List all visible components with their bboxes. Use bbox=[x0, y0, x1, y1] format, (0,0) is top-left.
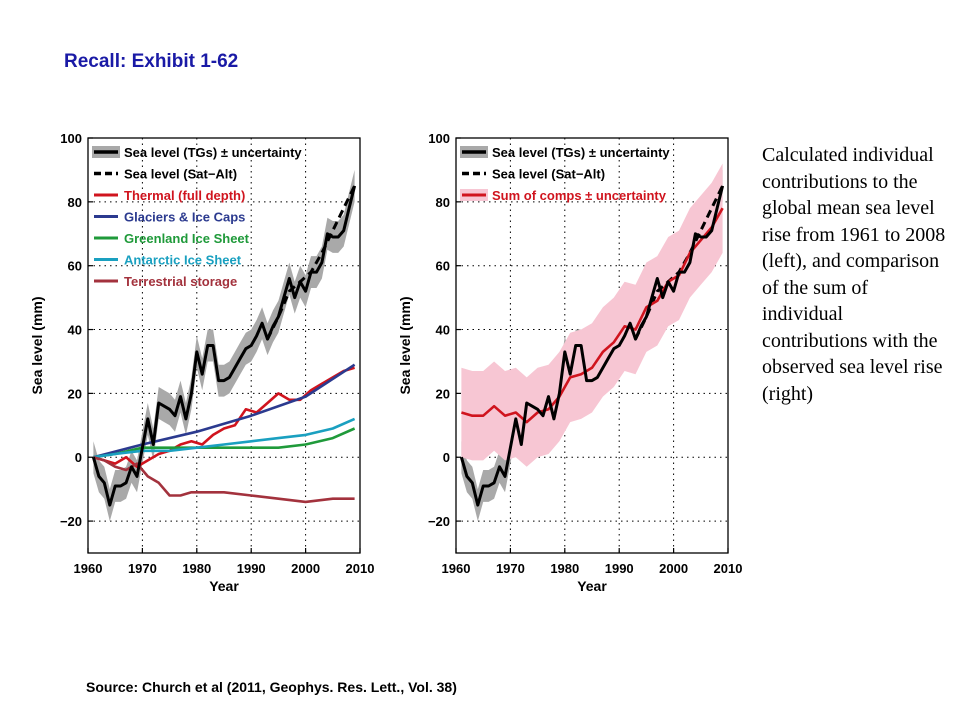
legend-label-terrestrial: Terrestrial storage bbox=[124, 274, 237, 289]
y-tick-label: 40 bbox=[68, 323, 82, 338]
thermal-series-line bbox=[93, 366, 355, 469]
legend-label-greenland: Greenland Ice Sheet bbox=[124, 231, 250, 246]
x-tick-label: 1990 bbox=[605, 561, 634, 576]
y-tick-label: 60 bbox=[68, 259, 82, 274]
legend-label-sum: Sum of comps ± uncertainty bbox=[492, 188, 667, 203]
y-tick-label: 80 bbox=[436, 195, 450, 210]
y-tick-label: 20 bbox=[68, 386, 82, 401]
legend-label-antarctic: Antarctic Ice Sheet bbox=[124, 253, 242, 268]
x-tick-label: 2010 bbox=[714, 561, 743, 576]
caption: Calculated individual contributions to t… bbox=[762, 144, 946, 405]
legend-label-glaciers: Glaciers & Ice Caps bbox=[124, 210, 245, 225]
y-tick-label: −20 bbox=[60, 514, 82, 529]
legend-label-tg: Sea level (TGs) ± uncertainty bbox=[124, 145, 302, 160]
x-tick-label: 1960 bbox=[74, 561, 103, 576]
x-axis-label: Year bbox=[577, 578, 607, 594]
y-tick-label: 60 bbox=[436, 259, 450, 274]
y-tick-label: 80 bbox=[68, 195, 82, 210]
terrestrial-series-line bbox=[93, 455, 355, 504]
source-note: Source: Church et al (2011, Geophys. Res… bbox=[86, 679, 457, 695]
chart-panel-left: 1960 1970 1980 1990 2000 2010 −20 0 20 40 60 80 100 Y… bbox=[29, 131, 374, 594]
x-tick-label: 1980 bbox=[182, 561, 211, 576]
x-tick-label: 2010 bbox=[346, 561, 375, 576]
plot-frame bbox=[87, 137, 361, 554]
legend: Sea level (TGs) ± uncertainty Sea level (… bbox=[460, 145, 670, 203]
y-axis-label: Sea level (mm) bbox=[29, 296, 45, 394]
x-axis-label: Year bbox=[209, 578, 239, 594]
legend-label-satalt: Sea level (Sat−Alt) bbox=[492, 167, 605, 182]
legend-label-tg: Sea level (TGs) ± uncertainty bbox=[492, 145, 670, 160]
slide-title: Recall: Exhibit 1-62 bbox=[64, 51, 239, 72]
x-tick-label: 1970 bbox=[128, 561, 157, 576]
sum-uncertainty-band bbox=[461, 163, 723, 467]
y-tick-label: 100 bbox=[428, 131, 450, 146]
chart-panel-right: 1960 1970 1980 1990 2000 2010 −20 0 20 40 60 80 100 Y… bbox=[397, 131, 742, 594]
legend-label-thermal: Thermal (full depth) bbox=[124, 188, 245, 203]
antarctic-series-line bbox=[93, 417, 356, 459]
x-tick-label: 1980 bbox=[550, 561, 579, 576]
x-tick-label: 2000 bbox=[291, 561, 320, 576]
tg-series-line bbox=[459, 185, 725, 507]
y-tick-label: −20 bbox=[428, 514, 450, 529]
y-tick-label: 0 bbox=[443, 450, 450, 465]
y-tick-label: 0 bbox=[75, 450, 82, 465]
tg-series-line bbox=[91, 185, 357, 507]
x-tick-label: 1960 bbox=[442, 561, 471, 576]
x-tick-label: 1990 bbox=[237, 561, 266, 576]
y-tick-label: 20 bbox=[436, 386, 450, 401]
y-axis-label: Sea level (mm) bbox=[397, 296, 413, 394]
greenland-series-line bbox=[93, 427, 356, 459]
legend-label-satalt: Sea level (Sat−Alt) bbox=[124, 167, 237, 182]
x-tick-label: 1970 bbox=[496, 561, 525, 576]
x-tick-label: 2000 bbox=[659, 561, 688, 576]
plot-frame bbox=[455, 137, 729, 554]
legend: Sea level (TGs) ± uncertainty Sea level (… bbox=[92, 145, 302, 289]
glaciers-series-line bbox=[93, 363, 356, 459]
y-tick-label: 40 bbox=[436, 323, 450, 338]
y-tick-label: 100 bbox=[60, 131, 82, 146]
